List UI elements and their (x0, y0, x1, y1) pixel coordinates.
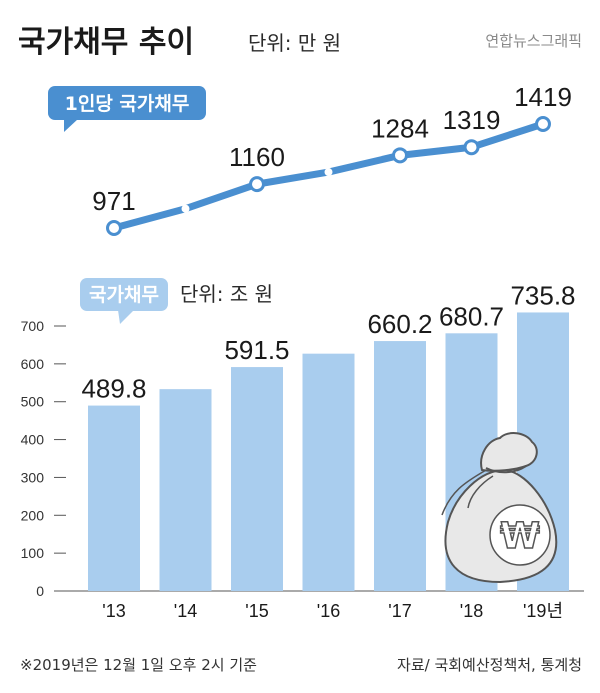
y-tick-label: 0 (36, 583, 44, 599)
line-point (249, 176, 265, 193)
bar-legend-label: 국가채무 (89, 284, 159, 306)
bar (302, 353, 355, 591)
x-tick-label: '17 (388, 601, 411, 621)
x-tick-label: '15 (245, 601, 268, 621)
page-title: 국가채무 추이 (18, 25, 194, 60)
bar (159, 389, 212, 591)
bar-data-label: 735.8 (510, 280, 575, 310)
bar-legend-pointer (118, 310, 134, 324)
money-bag-icon: ₩ (441, 432, 558, 584)
line-legend-pill (48, 86, 206, 120)
bar-unit-label: 단위: 조 원 (180, 282, 273, 306)
y-tick-label: 400 (21, 432, 45, 448)
footnote: ※2019년은 12월 1일 오후 2시 기준 (20, 656, 257, 674)
source-label: 자료/ 국회예산정책처, 통계청 (397, 656, 582, 674)
x-tick-label: '16 (317, 601, 340, 621)
y-tick-label: 700 (21, 318, 45, 334)
line-unit-label: 단위: 만 원 (248, 31, 341, 55)
line-data-label: 1284 (371, 113, 429, 143)
bar-data-label: 489.8 (81, 374, 146, 404)
bar (88, 405, 140, 591)
x-tick-label: '19년 (523, 601, 563, 621)
line-point (535, 116, 551, 132)
x-tick-label: '14 (174, 601, 197, 621)
bar-data-label: 660.2 (367, 309, 432, 339)
line-legend-label: 1인당 국가채무 (65, 93, 190, 115)
line-point (106, 220, 122, 236)
credit-label: 연합뉴스그래픽 (485, 32, 582, 50)
x-tick-label: '18 (460, 601, 483, 621)
bar-data-label: 591.5 (224, 335, 289, 365)
bar-legend: 국가채무 단위: 조 원 (80, 278, 273, 324)
bar-legend-pill (80, 278, 168, 311)
y-tick-label: 600 (21, 356, 45, 372)
bar (374, 341, 426, 591)
bar-data-label: 680.7 (439, 301, 504, 331)
x-tick-label: '13 (102, 601, 125, 621)
y-tick-label: 200 (21, 507, 45, 523)
line-point (324, 168, 333, 177)
line-data-label: 971 (92, 186, 135, 216)
bar (231, 367, 283, 591)
line-legend-pointer (64, 119, 78, 132)
line-legend: 1인당 국가채무 (48, 86, 206, 132)
line-point (392, 147, 408, 164)
line-data-label: 1419 (514, 82, 572, 112)
y-tick-label: 100 (21, 545, 45, 561)
line-point (463, 139, 480, 156)
line-point (181, 204, 190, 213)
y-tick-label: 500 (21, 394, 45, 410)
line-chart: 971 1160 1284 1319 1419 (92, 82, 572, 236)
line-data-label: 1160 (229, 142, 285, 172)
svg-text:₩: ₩ (500, 516, 540, 557)
line-data-label: 1319 (443, 105, 501, 135)
y-tick-label: 300 (21, 469, 45, 485)
